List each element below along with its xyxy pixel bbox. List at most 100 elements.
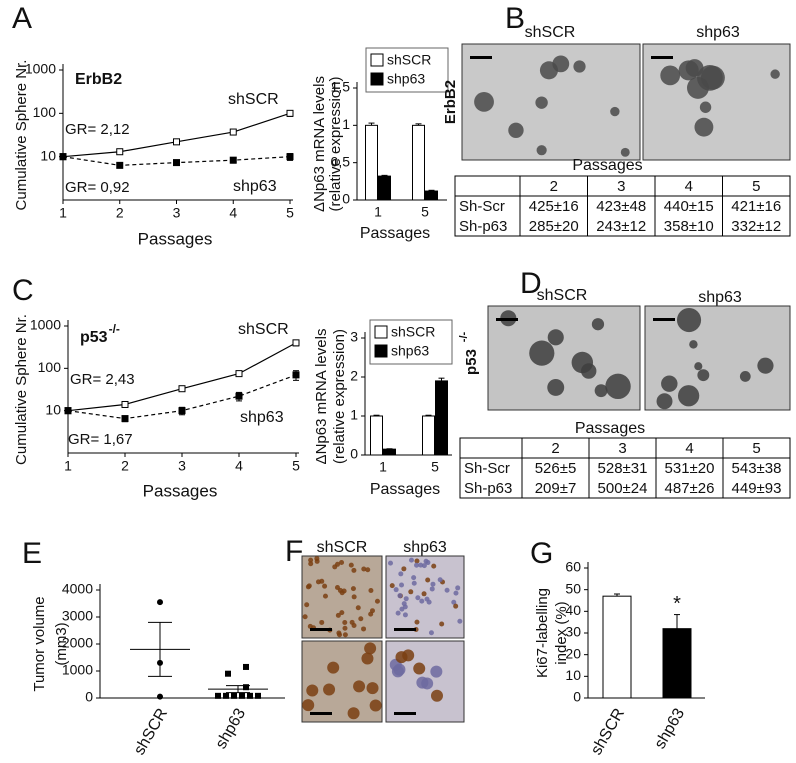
annotation: p53 [80, 329, 108, 346]
cell [430, 689, 443, 702]
panel-letter: C [12, 274, 34, 307]
cell [335, 612, 341, 618]
x-tick-label: 4 [235, 458, 243, 474]
cell [408, 589, 414, 595]
image-label: shSCR [537, 287, 588, 304]
cell [425, 577, 431, 583]
cell [678, 385, 700, 407]
row-label: Sh-p63 [464, 480, 512, 497]
bar [422, 415, 435, 456]
cell [388, 560, 394, 566]
row-label: Sh-p63 [459, 218, 507, 235]
series-label: shSCR [228, 91, 279, 108]
cell [547, 329, 564, 346]
cell [594, 384, 608, 398]
side-label: ErbB2 [442, 80, 459, 124]
cell [451, 599, 457, 605]
scale-bar [394, 628, 416, 631]
cell [401, 566, 407, 572]
bar [365, 124, 378, 201]
y-tick-label: 1000 [30, 317, 61, 333]
x-tick-label: 5 [421, 204, 429, 220]
bar [435, 380, 448, 456]
cell [529, 340, 555, 366]
bar [378, 175, 391, 201]
cell [429, 586, 435, 592]
y-axis-label: (relative expression) [327, 76, 344, 211]
cell [414, 619, 420, 625]
cell [389, 583, 395, 589]
x-axis-label: Passages [143, 481, 218, 500]
series-label: shSCR [238, 321, 289, 338]
legend-swatch [374, 325, 388, 339]
cell [431, 563, 437, 569]
y-tick-label: 50 [565, 580, 581, 596]
legend-swatch [370, 72, 384, 86]
image-label: shp63 [696, 24, 740, 41]
image-label: shp63 [698, 289, 742, 306]
y-axis-label: Tumor volume [31, 596, 48, 691]
table-border [459, 437, 791, 499]
cell [302, 699, 315, 712]
point [247, 692, 253, 699]
y-tick-label: 10 [565, 667, 581, 683]
y-tick-label: 0 [573, 689, 581, 705]
cell [322, 593, 328, 599]
y-tick-label: 1000 [62, 662, 93, 678]
image-label: shSCR [317, 539, 368, 556]
x-tick-label: 3 [178, 458, 186, 474]
bar [425, 190, 438, 201]
cell [444, 587, 450, 593]
table-cell: 421±16 [731, 198, 781, 215]
cell [368, 611, 374, 617]
cell [401, 601, 407, 607]
table-cell: 332±12 [731, 218, 781, 235]
y-tick-label: 2000 [62, 635, 93, 651]
column-header: 3 [617, 178, 625, 195]
cell [413, 662, 426, 675]
significance: * [673, 593, 681, 615]
growth-rate: GR= 2,43 [70, 371, 135, 388]
marker [116, 148, 124, 156]
cell [535, 96, 548, 109]
cell [403, 596, 409, 602]
table-cell: 423±48 [596, 198, 646, 215]
cell [323, 683, 336, 696]
cell [393, 587, 399, 593]
cell [770, 69, 780, 79]
scale-bar [394, 712, 416, 715]
y-axis-label: Cumulative Sphere Nr. [13, 314, 30, 465]
cell [365, 567, 371, 573]
cell [620, 147, 630, 157]
y-tick-label: 100 [33, 104, 57, 120]
y-axis-label: ΔNp63 mRNA levels [311, 76, 328, 212]
table-cell: 358±10 [664, 218, 714, 235]
table-title: Passages [575, 420, 645, 437]
column-header: 2 [551, 440, 559, 457]
point [239, 692, 245, 699]
cell [421, 563, 427, 569]
cell [353, 680, 366, 693]
table-cell: 425±16 [529, 198, 579, 215]
scale-bar [496, 318, 518, 321]
x-tick-label: 4 [229, 205, 237, 221]
side-label: p53 [463, 349, 480, 375]
table-cell: 209±7 [535, 480, 577, 497]
growth-rate: GR= 1,67 [68, 431, 133, 448]
marker [229, 128, 237, 136]
cell [361, 566, 367, 572]
cell [453, 603, 459, 609]
panel-letter: E [22, 537, 42, 570]
column-header: 2 [550, 178, 558, 195]
cell [416, 676, 429, 689]
y-axis-label: (mm3) [53, 622, 70, 665]
point [231, 692, 237, 699]
bar [370, 415, 383, 456]
y-tick-label: 2 [350, 368, 358, 384]
cell [474, 91, 494, 112]
table-cell: 285±20 [529, 218, 579, 235]
cell [676, 307, 702, 333]
y-tick-label: 0 [342, 191, 350, 207]
bar [662, 628, 692, 699]
annotation-superscript: -/- [109, 322, 120, 336]
